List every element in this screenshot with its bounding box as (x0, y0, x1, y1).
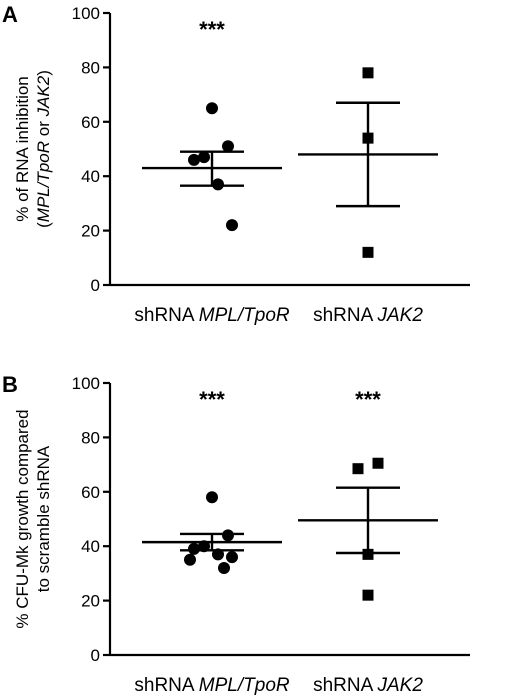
panel-label: A (2, 2, 18, 27)
y-tick-label: 20 (81, 222, 100, 241)
y-tick-label: 60 (81, 483, 100, 502)
y-tick-label: 0 (91, 646, 100, 665)
data-point (372, 457, 384, 469)
data-point (362, 548, 374, 560)
x-category-label: shRNA MPL/TpoR (134, 675, 290, 696)
data-point (226, 551, 238, 564)
data-point (222, 140, 234, 153)
data-point (362, 246, 374, 258)
data-point (222, 529, 234, 542)
data-point (212, 178, 224, 191)
panel-label: B (2, 372, 18, 397)
y-tick-label: 40 (81, 167, 100, 186)
y-tick-label: 80 (81, 428, 100, 447)
y-tick-label: 60 (81, 113, 100, 132)
y-tick-label: 0 (91, 276, 100, 295)
data-point (198, 151, 210, 164)
y-tick-label: 40 (81, 537, 100, 556)
data-point (188, 542, 200, 555)
x-category-label: shRNA JAK2 (313, 305, 423, 326)
y-tick-label: 20 (81, 592, 100, 611)
data-point (362, 132, 374, 144)
significance-marker: *** (355, 387, 381, 412)
y-axis-label-line1: % CFU-Mk growth compared (13, 409, 32, 628)
y-tick-label: 100 (72, 4, 100, 23)
data-point (188, 153, 200, 166)
x-category-label: shRNA MPL/TpoR (134, 305, 290, 326)
data-point (198, 540, 210, 553)
data-point (212, 548, 224, 561)
panel-B: B 0 20 40 60 80 100 % CFU-Mk growth compared to … (2, 372, 470, 696)
y-axis-label-line2: to scramble shRNA (34, 445, 53, 592)
significance-marker: *** (199, 17, 225, 42)
significance-marker: *** (199, 387, 225, 412)
data-point (352, 463, 364, 475)
category-2: shRNA JAK2 (298, 67, 438, 326)
data-point (362, 67, 374, 79)
category-1: shRNA MPL/TpoR *** (134, 17, 290, 326)
y-tick-label: 80 (81, 58, 100, 77)
category-2: shRNA JAK2 *** (298, 387, 438, 696)
category-1: shRNA MPL/TpoR *** (134, 387, 290, 696)
data-point (226, 219, 238, 232)
data-point (206, 102, 218, 115)
y-axis-label: % of RNA inhibition(MPL/TpoR or JAK2) (13, 70, 53, 228)
data-point (218, 561, 230, 574)
data-point (206, 491, 218, 504)
y-tick-label: 100 (72, 374, 100, 393)
y-axis-label-line1: % of RNA inhibition (13, 76, 32, 222)
data-point (184, 553, 196, 566)
panel-A: A 0 20 40 60 80 100 % of RNA inhibition(MPL/Tpo… (2, 2, 470, 326)
y-axis-label: % CFU-Mk growth compared to scramble shRN… (13, 409, 53, 628)
x-category-label: shRNA JAK2 (313, 675, 423, 696)
y-axis-label-line2: (MPL/TpoR or JAK2) (34, 70, 53, 228)
data-point (362, 589, 374, 601)
